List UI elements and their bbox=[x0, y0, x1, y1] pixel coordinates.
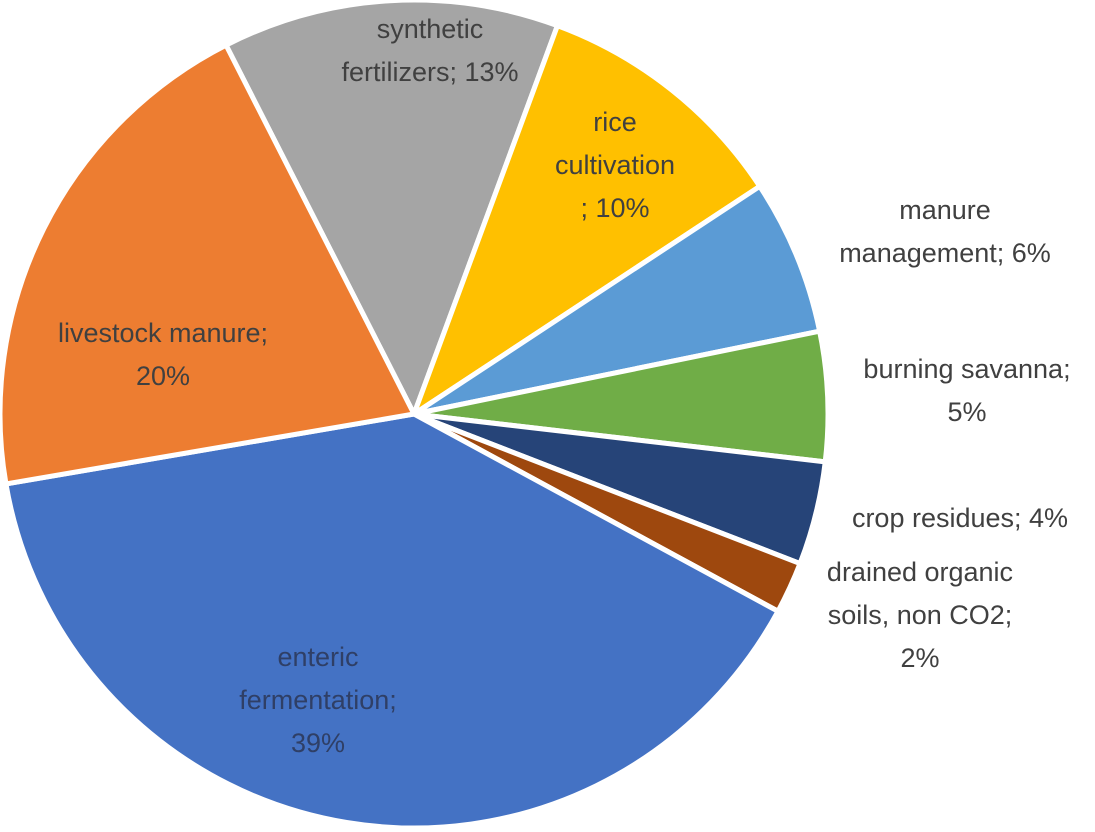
data-label-line: livestock manure; bbox=[57, 318, 269, 348]
data-label-line: fermentation; bbox=[239, 685, 397, 715]
pie-slice-livestock-manure bbox=[0, 42, 417, 487]
data-label-line: 20% bbox=[135, 361, 191, 391]
data-label-line: manure bbox=[899, 195, 991, 225]
data-label-line: enteric bbox=[277, 642, 359, 672]
data-label-drained-organic-soils-non-co2: drained organic soils, non CO2; 2% bbox=[827, 551, 1013, 680]
data-label-line: synthetic bbox=[376, 14, 484, 44]
data-label-line: 2% bbox=[900, 643, 940, 673]
data-label-line: soils, non CO2; bbox=[827, 600, 1013, 630]
data-label-livestock-manure: livestock manure; 20% bbox=[58, 312, 268, 398]
data-label-line: 5% bbox=[947, 397, 987, 427]
data-label-rice-cultivation: rice cultivation ; 10% bbox=[555, 101, 675, 230]
data-label-line: drained organic bbox=[826, 557, 1014, 587]
data-label-line: 39% bbox=[290, 728, 346, 758]
pie-slice-synthetic-fertilizers bbox=[223, 0, 560, 417]
data-label-line: management; 6% bbox=[839, 238, 1051, 268]
pie-slice-enteric-fermentation bbox=[3, 411, 781, 831]
data-label-line: fertilizers; 13% bbox=[341, 57, 519, 87]
data-label-enteric-fermentation: enteric fermentation; 39% bbox=[239, 636, 397, 765]
data-label-burning-savanna: burning savanna; 5% bbox=[863, 348, 1070, 434]
data-label-line: crop residues; 4% bbox=[851, 503, 1069, 533]
pie-slice-rice-cultivation bbox=[411, 23, 763, 417]
data-label-manure-management: manure management; 6% bbox=[839, 189, 1051, 275]
data-label-line: cultivation bbox=[554, 150, 676, 180]
data-label-line: ; 10% bbox=[580, 193, 650, 223]
pie-slice-manure-management bbox=[411, 183, 823, 417]
data-label-line: burning savanna; bbox=[863, 354, 1071, 384]
data-label-synthetic-fertilizers: synthetic fertilizers; 13% bbox=[341, 8, 518, 94]
data-label-crop-residues: crop residues; 4% bbox=[852, 497, 1068, 540]
data-label-line: rice bbox=[593, 107, 637, 137]
